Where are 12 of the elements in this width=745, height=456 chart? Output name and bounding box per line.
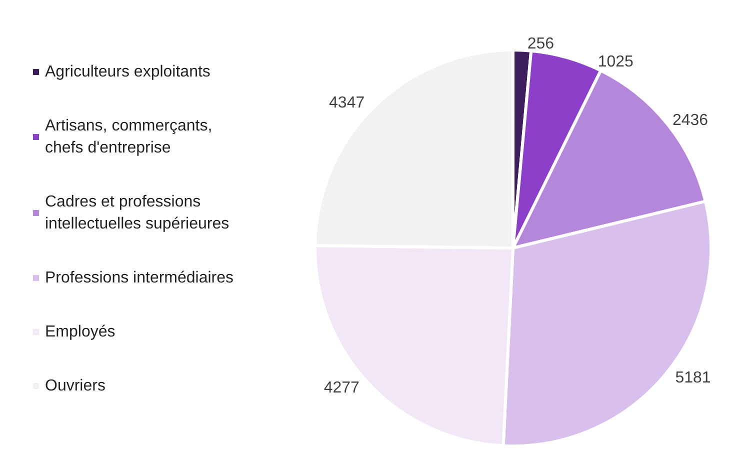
data-label: 5181 [675,370,711,387]
data-label: 1025 [598,54,634,71]
legend-label: Agriculteurs exploitants [45,64,210,80]
data-label: 4347 [329,94,365,112]
data-label: 4277 [324,379,360,396]
legend-label: Professions intermédiaires [45,270,234,286]
legend-label: Ouvriers [45,378,106,394]
data-label: 256 [527,36,554,53]
legend-label: Artisans, commerçants, chefs d'entreprise [45,118,212,156]
legend-label: Employés [45,324,116,340]
legend-label: Cadres et professions intellectuelles supérieures [45,194,230,232]
data-label: 2436 [672,112,708,130]
